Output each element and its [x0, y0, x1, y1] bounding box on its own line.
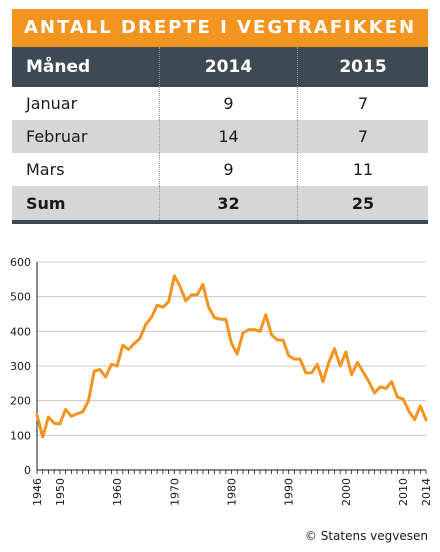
sum-label: Sum [12, 186, 160, 220]
sum-value-2014: 32 [160, 186, 298, 220]
row-month: Mars [12, 153, 160, 186]
x-tick-label: 1980 [226, 478, 239, 506]
table-row: Mars 9 11 [12, 153, 428, 186]
x-tick-label: 2010 [397, 478, 410, 506]
header-2015: 2015 [339, 57, 387, 77]
row-value-2015: 7 [357, 127, 369, 146]
table-header-row: Måned 2014 2015 [12, 47, 428, 87]
row-value-2015: 7 [357, 94, 369, 113]
row-value-2015: 11 [352, 160, 374, 179]
y-tick-label: 500 [10, 291, 31, 304]
y-tick-label: 400 [10, 325, 31, 338]
header-month: Måned [12, 47, 160, 87]
x-tick-label: 2014 [420, 478, 433, 506]
credit-text: © Statens vegvesen [304, 529, 428, 543]
x-tick-label: 1950 [54, 478, 67, 506]
fatalities-line-chart: 0 100 200 300 400 500 600 1946 1950 1960 1970 1980 1… [10, 256, 433, 506]
x-tick-label: 1970 [168, 478, 181, 506]
table-title: ANTALL DREPTE I VEGTRAFIKKEN [12, 9, 428, 47]
row-value-2014: 9 [160, 153, 298, 186]
x-tick-label: 1946 [31, 478, 44, 506]
y-tick-label: 300 [10, 360, 31, 373]
x-tick-label: 1990 [283, 478, 296, 506]
table-row: Januar 9 7 [12, 87, 428, 120]
sum-value-2015: 25 [351, 193, 375, 213]
series-line [35, 274, 428, 439]
y-tick-label: 0 [24, 464, 31, 477]
x-tick-label: 2000 [340, 478, 353, 506]
row-value-2014: 9 [160, 87, 298, 120]
x-tick-label: 1960 [111, 478, 124, 506]
header-2014: 2014 [160, 47, 298, 87]
deaths-table: Måned 2014 2015 Januar 9 7 Februar 14 7 … [12, 47, 428, 224]
row-value-2014: 14 [160, 120, 298, 153]
table-row: Februar 14 7 [12, 120, 428, 153]
y-tick-label: 200 [10, 395, 31, 408]
row-month: Januar [12, 87, 160, 120]
row-month: Februar [12, 120, 160, 153]
table-sum-row: Sum 32 25 [12, 186, 428, 224]
y-tick-label: 100 [10, 429, 31, 442]
y-tick-label: 600 [10, 256, 31, 269]
